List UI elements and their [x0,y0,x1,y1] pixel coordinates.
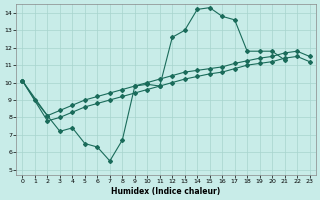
X-axis label: Humidex (Indice chaleur): Humidex (Indice chaleur) [111,187,221,196]
